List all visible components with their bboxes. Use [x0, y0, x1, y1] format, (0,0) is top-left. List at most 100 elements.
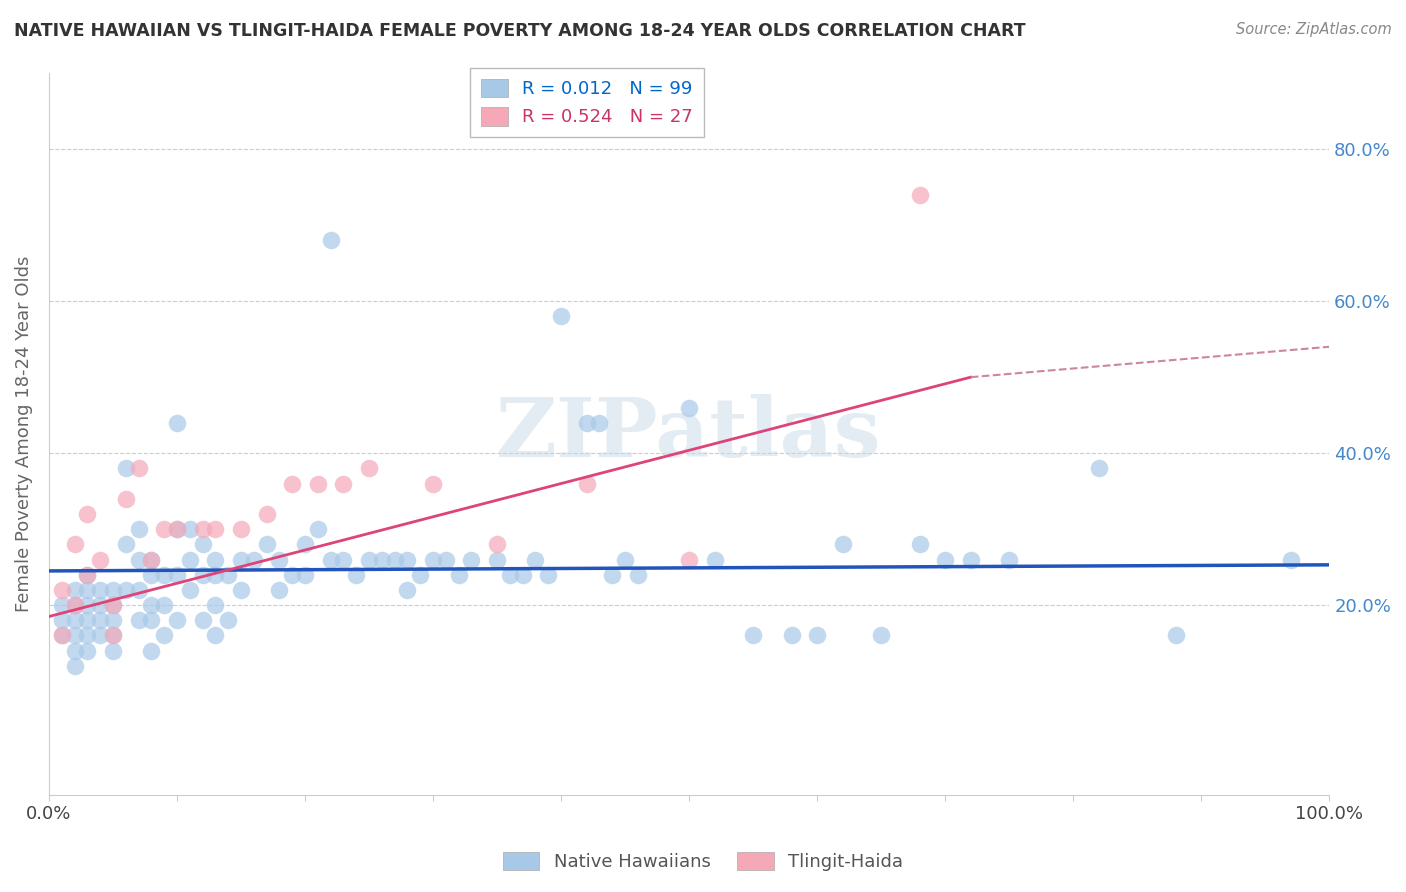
Point [63, 582, 86, 597]
Point [166, 522, 188, 536]
Point [141, 552, 163, 566]
Point [575, 476, 598, 491]
Point [141, 598, 163, 612]
Point [191, 522, 214, 536]
Point [294, 537, 316, 551]
Point [76, 567, 98, 582]
Point [166, 416, 188, 430]
Point [89, 552, 111, 566]
Point [229, 522, 252, 536]
Point [204, 628, 226, 642]
Point [371, 552, 394, 566]
Point [217, 567, 239, 582]
Point [141, 643, 163, 657]
Point [332, 552, 354, 566]
Point [256, 507, 278, 521]
Point [1164, 628, 1187, 642]
Point [269, 582, 291, 597]
Point [537, 567, 560, 582]
Point [524, 552, 547, 566]
Point [141, 613, 163, 627]
Point [101, 628, 124, 642]
Point [1088, 461, 1111, 475]
Point [575, 416, 598, 430]
Point [128, 552, 150, 566]
Point [153, 598, 176, 612]
Point [191, 537, 214, 551]
Point [89, 582, 111, 597]
Point [998, 552, 1021, 566]
Point [179, 582, 201, 597]
Point [447, 567, 470, 582]
Point [76, 628, 98, 642]
Point [422, 476, 444, 491]
Point [396, 552, 419, 566]
Point [63, 659, 86, 673]
Point [63, 643, 86, 657]
Point [409, 567, 432, 582]
Point [101, 582, 124, 597]
Point [217, 613, 239, 627]
Point [101, 598, 124, 612]
Point [89, 613, 111, 627]
Point [153, 522, 176, 536]
Point [486, 537, 509, 551]
Point [281, 476, 304, 491]
Point [460, 552, 482, 566]
Point [63, 598, 86, 612]
Point [63, 537, 86, 551]
Point [204, 522, 226, 536]
Point [357, 461, 380, 475]
Point [908, 187, 931, 202]
Point [101, 643, 124, 657]
Point [76, 598, 98, 612]
Point [281, 567, 304, 582]
Point [63, 598, 86, 612]
Point [51, 582, 73, 597]
Point [908, 537, 931, 551]
Point [307, 522, 329, 536]
Point [179, 552, 201, 566]
Point [499, 567, 522, 582]
Point [204, 552, 226, 566]
Point [627, 567, 650, 582]
Point [63, 628, 86, 642]
Point [76, 582, 98, 597]
Point [166, 613, 188, 627]
Point [357, 552, 380, 566]
Point [76, 643, 98, 657]
Point [128, 613, 150, 627]
Point [742, 628, 765, 642]
Point [384, 552, 406, 566]
Point [51, 628, 73, 642]
Point [166, 567, 188, 582]
Point [831, 537, 853, 551]
Point [101, 598, 124, 612]
Point [204, 598, 226, 612]
Point [344, 567, 367, 582]
Point [319, 552, 342, 566]
Point [153, 567, 176, 582]
Point [256, 537, 278, 551]
Point [319, 233, 342, 247]
Point [141, 552, 163, 566]
Point [870, 628, 893, 642]
Y-axis label: Female Poverty Among 18-24 Year Olds: Female Poverty Among 18-24 Year Olds [15, 256, 32, 612]
Point [153, 628, 176, 642]
Point [614, 552, 637, 566]
Point [76, 507, 98, 521]
Point [76, 567, 98, 582]
Point [114, 537, 136, 551]
Point [166, 522, 188, 536]
Point [959, 552, 981, 566]
Point [114, 582, 136, 597]
Point [600, 567, 623, 582]
Point [51, 598, 73, 612]
Text: NATIVE HAWAIIAN VS TLINGIT-HAIDA FEMALE POVERTY AMONG 18-24 YEAR OLDS CORRELATIO: NATIVE HAWAIIAN VS TLINGIT-HAIDA FEMALE … [14, 22, 1026, 40]
Point [550, 310, 572, 324]
Point [141, 567, 163, 582]
Point [229, 552, 252, 566]
Point [63, 613, 86, 627]
Point [780, 628, 803, 642]
Point [396, 582, 419, 597]
